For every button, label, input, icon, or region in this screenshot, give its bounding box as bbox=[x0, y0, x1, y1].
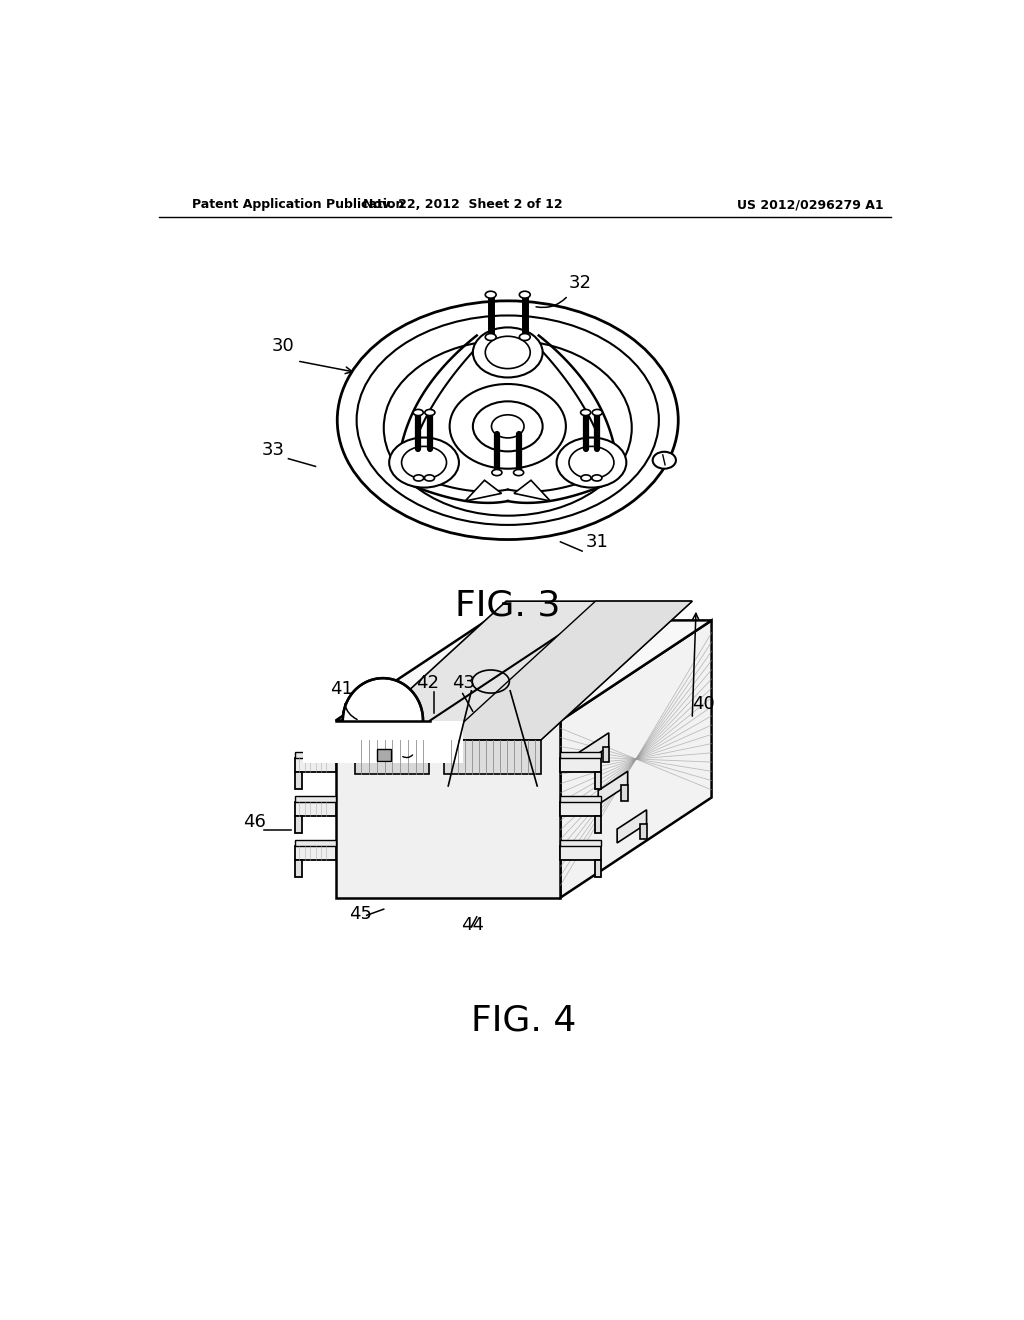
Polygon shape bbox=[295, 796, 336, 803]
Polygon shape bbox=[617, 810, 646, 843]
Ellipse shape bbox=[569, 446, 614, 479]
Bar bbox=[303, 721, 463, 763]
Text: 40: 40 bbox=[692, 694, 715, 713]
Ellipse shape bbox=[384, 341, 632, 516]
Polygon shape bbox=[295, 803, 336, 816]
Ellipse shape bbox=[581, 409, 591, 416]
Ellipse shape bbox=[557, 437, 627, 487]
Polygon shape bbox=[355, 739, 429, 775]
Ellipse shape bbox=[414, 475, 424, 480]
Polygon shape bbox=[295, 758, 336, 772]
Polygon shape bbox=[560, 758, 601, 772]
Ellipse shape bbox=[343, 678, 423, 763]
Ellipse shape bbox=[473, 401, 543, 451]
Ellipse shape bbox=[450, 384, 566, 469]
Polygon shape bbox=[336, 620, 712, 721]
Polygon shape bbox=[295, 846, 336, 861]
Text: 32: 32 bbox=[568, 273, 591, 292]
Text: 43: 43 bbox=[452, 675, 475, 692]
Text: 44: 44 bbox=[461, 916, 484, 935]
Polygon shape bbox=[595, 772, 601, 788]
Text: FIG. 4: FIG. 4 bbox=[471, 1003, 577, 1038]
Polygon shape bbox=[580, 733, 609, 766]
Text: Patent Application Publication: Patent Application Publication bbox=[191, 198, 403, 211]
Text: 41: 41 bbox=[330, 680, 353, 697]
Polygon shape bbox=[595, 816, 601, 833]
Polygon shape bbox=[595, 861, 601, 878]
Ellipse shape bbox=[492, 470, 502, 475]
Polygon shape bbox=[444, 601, 692, 739]
Polygon shape bbox=[514, 480, 550, 502]
Polygon shape bbox=[560, 796, 601, 803]
Ellipse shape bbox=[473, 327, 543, 378]
Text: 31: 31 bbox=[586, 533, 608, 552]
Ellipse shape bbox=[425, 409, 435, 416]
Polygon shape bbox=[622, 785, 628, 800]
Ellipse shape bbox=[592, 409, 602, 416]
Polygon shape bbox=[355, 601, 692, 739]
Polygon shape bbox=[560, 620, 712, 898]
Ellipse shape bbox=[592, 475, 602, 480]
Ellipse shape bbox=[581, 475, 591, 480]
Text: 46: 46 bbox=[243, 813, 265, 830]
Text: Nov. 22, 2012  Sheet 2 of 12: Nov. 22, 2012 Sheet 2 of 12 bbox=[362, 198, 562, 211]
Polygon shape bbox=[336, 721, 560, 898]
Polygon shape bbox=[640, 824, 646, 840]
Text: 30: 30 bbox=[271, 337, 294, 355]
Polygon shape bbox=[295, 751, 336, 758]
Ellipse shape bbox=[485, 292, 496, 298]
Ellipse shape bbox=[424, 475, 434, 480]
Ellipse shape bbox=[652, 451, 676, 469]
Ellipse shape bbox=[337, 301, 678, 540]
Polygon shape bbox=[295, 841, 336, 846]
Text: 33: 33 bbox=[261, 441, 285, 459]
Polygon shape bbox=[295, 816, 302, 833]
Ellipse shape bbox=[519, 334, 530, 341]
Polygon shape bbox=[602, 747, 609, 762]
Ellipse shape bbox=[485, 337, 530, 368]
Polygon shape bbox=[295, 861, 302, 878]
Polygon shape bbox=[465, 480, 502, 502]
Polygon shape bbox=[560, 803, 601, 816]
Ellipse shape bbox=[356, 315, 658, 525]
Text: 42: 42 bbox=[416, 675, 439, 692]
Ellipse shape bbox=[414, 409, 423, 416]
Ellipse shape bbox=[485, 334, 496, 341]
Polygon shape bbox=[444, 739, 541, 775]
Bar bbox=[377, 748, 391, 762]
Polygon shape bbox=[560, 846, 601, 861]
Polygon shape bbox=[598, 771, 628, 804]
Polygon shape bbox=[560, 751, 601, 758]
Text: 45: 45 bbox=[349, 906, 372, 923]
Ellipse shape bbox=[514, 470, 523, 475]
Ellipse shape bbox=[492, 414, 524, 438]
Polygon shape bbox=[295, 772, 302, 788]
Ellipse shape bbox=[401, 446, 446, 479]
Ellipse shape bbox=[519, 292, 530, 298]
Text: US 2012/0296279 A1: US 2012/0296279 A1 bbox=[736, 198, 884, 211]
Text: FIG. 3: FIG. 3 bbox=[455, 587, 560, 622]
Ellipse shape bbox=[389, 437, 459, 487]
Polygon shape bbox=[560, 841, 601, 846]
